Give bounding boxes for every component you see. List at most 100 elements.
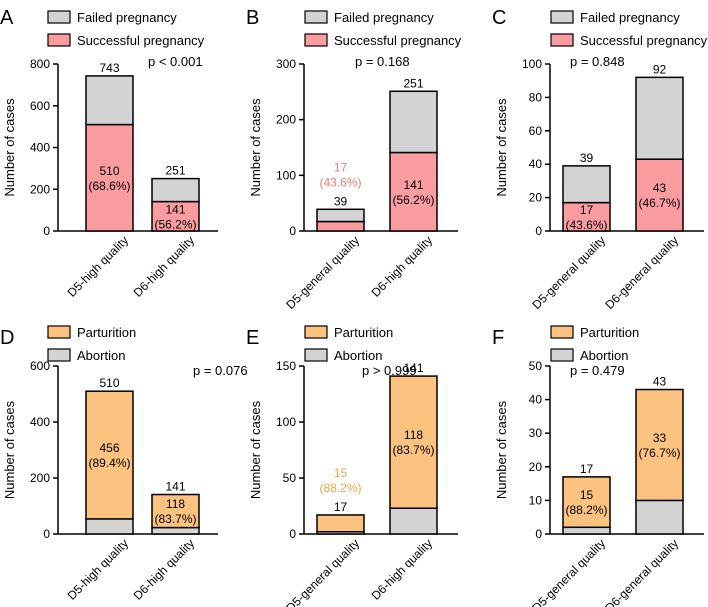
legend-label: Successful pregnancy: [334, 33, 462, 48]
bar-segment: [389, 507, 438, 535]
y-tick-label: 600: [30, 99, 50, 113]
count-label: 141: [403, 178, 423, 192]
panel-letter: C: [492, 7, 506, 29]
x-tick-label: D5-general quality: [283, 536, 362, 607]
x-tick-label: D5-high quality: [65, 536, 132, 603]
bar-segment: [316, 514, 365, 533]
y-tick-label: 300: [276, 57, 296, 71]
x-tick-label: D5-general quality: [283, 233, 362, 312]
total-label: 17: [580, 462, 594, 476]
legend-label: Successful pregnancy: [77, 33, 205, 48]
legend-swatch: [47, 10, 71, 24]
y-tick-label: 0: [43, 527, 50, 541]
y-tick-label: 200: [276, 113, 296, 127]
panel-letter: A: [0, 7, 14, 29]
y-tick-label: 200: [30, 182, 50, 196]
bar-segment: [316, 208, 365, 223]
total-label: 141: [165, 480, 185, 494]
legend-swatch: [304, 33, 328, 47]
count-label: 456: [99, 441, 119, 455]
x-tick-label: D6-high quality: [131, 233, 198, 300]
y-tick-label: 100: [276, 168, 296, 182]
y-tick-label: 0: [289, 224, 296, 238]
legend-label: Failed pregnancy: [77, 10, 177, 25]
y-tick-label: 20: [529, 460, 543, 474]
legend-label: Successful pregnancy: [580, 33, 708, 48]
bar-segment: [562, 476, 611, 529]
total-label: 743: [99, 61, 119, 75]
y-tick-label: 40: [529, 393, 543, 407]
p-value: p = 0.479: [570, 363, 625, 378]
bar-segment: [562, 526, 611, 535]
p-value: p = 0.076: [193, 363, 248, 378]
percent-label: (83.7%): [154, 512, 196, 526]
p-value: p = 0.848: [570, 54, 625, 69]
bar-segment: [151, 526, 200, 535]
percent-label: (43.6%): [319, 175, 361, 189]
panel-letter: F: [492, 327, 504, 349]
count-label: 118: [404, 428, 423, 442]
bar-segment: [389, 375, 438, 509]
total-label: 510: [99, 376, 119, 390]
y-tick-label: 50: [283, 471, 297, 485]
y-tick-label: 0: [535, 527, 542, 541]
bar-segment: [151, 177, 200, 203]
bar-segment: [151, 200, 200, 232]
percent-label: (89.4%): [88, 456, 130, 470]
y-tick-label: 200: [30, 471, 50, 485]
y-tick-label: 600: [30, 359, 50, 373]
y-tick-label: 10: [529, 493, 543, 507]
x-tick-label: D5-general quality: [529, 233, 608, 312]
panel-A: A Failed pregnancy Successful pregnancy Num…: [0, 7, 218, 300]
legend-swatch: [47, 33, 71, 47]
x-tick-label: D6-high quality: [131, 536, 198, 603]
y-tick-label: 0: [289, 527, 296, 541]
y-axis-title: Number of cases: [494, 400, 509, 499]
legend-label: Failed pregnancy: [580, 10, 680, 25]
y-tick-label: 100: [522, 57, 542, 71]
bar-segment: [635, 158, 684, 232]
y-tick-label: 0: [43, 224, 50, 238]
panel-D: D Parturition Abortion Number of cases 0 200 4…: [0, 325, 248, 603]
bar-segment: [562, 165, 611, 204]
bar-segment: [85, 123, 134, 232]
total-label: 251: [165, 164, 185, 178]
bar-segment: [151, 493, 200, 529]
count-label: 510: [99, 164, 119, 178]
legend-swatch: [550, 10, 574, 24]
bar-segment: [389, 151, 438, 232]
bar-segment: [85, 75, 134, 126]
p-value: p < 0.001: [148, 54, 203, 69]
count-label: 15: [580, 488, 594, 502]
y-tick-label: 400: [30, 415, 50, 429]
percent-label: (88.2%): [319, 481, 361, 495]
percent-label: (83.7%): [392, 443, 434, 457]
y-tick-label: 30: [529, 426, 543, 440]
y-axis-title: Number of cases: [248, 400, 263, 499]
legend-swatch: [550, 33, 574, 47]
count-label: 33: [653, 431, 667, 445]
count-label: 17: [580, 203, 594, 217]
y-tick-label: 400: [30, 141, 50, 155]
bar-segment: [635, 499, 684, 535]
y-tick-label: 800: [30, 57, 50, 71]
legend-label: Parturition: [334, 325, 393, 340]
legend-label: Abortion: [334, 348, 382, 363]
legend-label: Abortion: [580, 348, 628, 363]
count-label: 43: [653, 181, 667, 195]
x-tick-label: D6-general quality: [602, 233, 681, 312]
percent-label: (56.2%): [154, 217, 196, 231]
bar-segment: [85, 390, 134, 520]
legend-swatch: [550, 325, 574, 339]
y-tick-label: 150: [276, 359, 296, 373]
legend-label: Abortion: [77, 348, 125, 363]
legend-label: Parturition: [77, 325, 136, 340]
x-tick-label: D6-high quality: [369, 233, 436, 300]
y-tick-label: 40: [529, 157, 543, 171]
total-label: 17: [334, 500, 348, 514]
p-value: p > 0.999: [362, 363, 417, 378]
y-tick-label: 0: [535, 224, 542, 238]
percent-label: (68.6%): [88, 179, 130, 193]
y-tick-label: 50: [529, 359, 543, 373]
